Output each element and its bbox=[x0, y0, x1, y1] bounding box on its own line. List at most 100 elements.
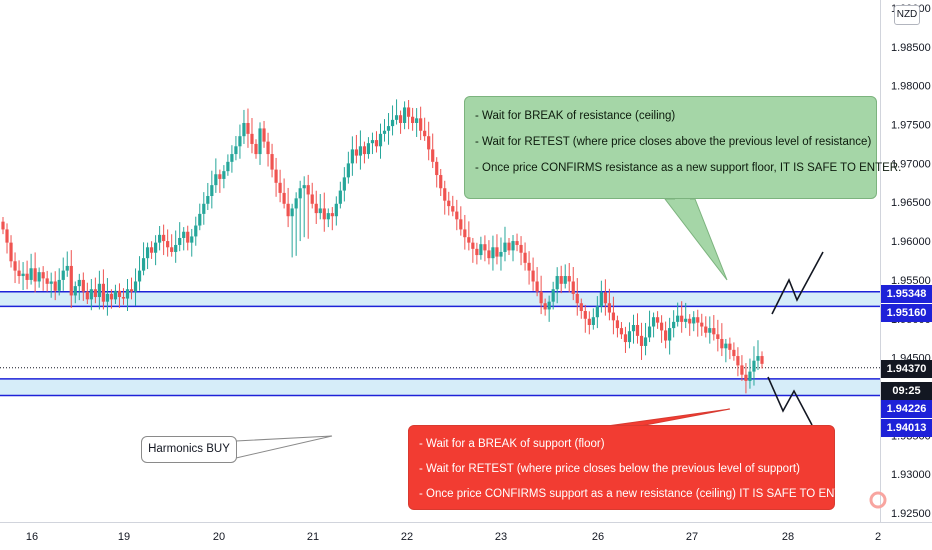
candle-body bbox=[555, 276, 559, 290]
candle bbox=[398, 110, 403, 134]
candle-body bbox=[49, 281, 53, 284]
candle bbox=[149, 241, 154, 259]
candle-body bbox=[282, 192, 286, 204]
s-bottom-price-label: 1.94013 bbox=[881, 419, 932, 437]
candle-body bbox=[378, 133, 383, 147]
candle bbox=[551, 281, 555, 310]
candle-body bbox=[230, 154, 234, 162]
candle bbox=[475, 242, 479, 265]
candle bbox=[479, 236, 483, 260]
r-bottom-price-label: 1.95160 bbox=[881, 304, 932, 322]
candle bbox=[334, 196, 338, 226]
candle-body bbox=[700, 322, 704, 327]
candle-body bbox=[402, 107, 407, 123]
candle-body bbox=[411, 116, 415, 123]
support-callout[interactable]: - Wait for a BREAK of support (floor) - … bbox=[408, 425, 861, 510]
candle-body bbox=[294, 198, 298, 209]
candle bbox=[643, 322, 648, 356]
candle-body bbox=[286, 203, 290, 217]
candle-body bbox=[447, 200, 451, 207]
x-tick-label: 2 bbox=[875, 531, 881, 543]
candle bbox=[487, 240, 491, 265]
candle-body bbox=[559, 276, 563, 284]
candle-body bbox=[302, 185, 306, 189]
candle-body bbox=[13, 261, 17, 271]
tv-logo-icon bbox=[869, 491, 887, 509]
candle-body bbox=[567, 276, 571, 282]
candle-body bbox=[483, 244, 487, 251]
candle bbox=[378, 123, 383, 159]
candle bbox=[41, 266, 45, 291]
candle bbox=[85, 282, 89, 305]
x-tick-label: 26 bbox=[592, 531, 604, 543]
candle-body bbox=[334, 203, 338, 217]
candle-body bbox=[242, 122, 246, 137]
candle-body bbox=[5, 229, 9, 243]
candle-body bbox=[439, 175, 443, 189]
candle bbox=[595, 296, 599, 329]
candle bbox=[158, 226, 162, 251]
candle bbox=[53, 271, 57, 301]
candle-body bbox=[166, 241, 170, 248]
candle-body bbox=[495, 247, 499, 257]
candle-body bbox=[61, 270, 65, 280]
candle bbox=[129, 277, 134, 300]
candle-body bbox=[704, 326, 708, 333]
candle-body bbox=[668, 328, 672, 341]
candle-body bbox=[499, 251, 503, 257]
candle-body bbox=[503, 242, 507, 252]
candle bbox=[182, 227, 186, 251]
candle-body bbox=[250, 133, 254, 144]
support-line-2: - Wait for RETEST (where price closes be… bbox=[419, 463, 800, 475]
candle-body bbox=[306, 185, 310, 195]
candle-body bbox=[25, 273, 29, 280]
candle bbox=[511, 235, 515, 262]
candle bbox=[728, 337, 732, 360]
candle-body bbox=[101, 283, 105, 302]
candle bbox=[338, 181, 342, 209]
candle bbox=[471, 237, 475, 263]
candle-body bbox=[435, 161, 439, 176]
candle-body bbox=[523, 252, 527, 263]
resistance-line-2: - Wait for RETEST (where price closes ab… bbox=[475, 136, 872, 148]
resistance-callout[interactable]: - Wait for BREAK of resistance (ceiling)… bbox=[464, 96, 901, 199]
currency-badge[interactable]: NZD bbox=[894, 5, 920, 25]
candle-body bbox=[21, 273, 25, 277]
candle bbox=[73, 281, 77, 304]
candle-body bbox=[591, 317, 595, 325]
candle bbox=[732, 342, 736, 361]
candle bbox=[230, 145, 234, 173]
candle-body bbox=[137, 270, 142, 282]
candle bbox=[290, 203, 294, 258]
x-tick-label: 28 bbox=[782, 531, 794, 543]
harmonics-note[interactable]: Harmonics BUY bbox=[141, 436, 237, 463]
candle-body bbox=[672, 321, 676, 329]
candle-body bbox=[398, 115, 403, 123]
candle-body bbox=[310, 194, 314, 204]
candle-body bbox=[716, 334, 720, 339]
candle bbox=[708, 316, 712, 344]
candle bbox=[354, 134, 358, 164]
x-tick-label: 20 bbox=[213, 531, 225, 543]
candle bbox=[346, 151, 350, 184]
candle-body bbox=[29, 268, 33, 280]
candle-body bbox=[631, 324, 636, 332]
candle bbox=[137, 256, 142, 291]
zones-layer bbox=[0, 290, 880, 397]
candle-body bbox=[655, 317, 660, 323]
candle-body bbox=[318, 208, 322, 214]
candle bbox=[322, 192, 326, 232]
candle bbox=[639, 322, 644, 360]
candle-body bbox=[362, 146, 367, 155]
candle-body bbox=[728, 343, 732, 350]
candle-body bbox=[660, 322, 664, 331]
candle-body bbox=[623, 334, 628, 343]
candle-body bbox=[133, 281, 138, 292]
candle-body bbox=[218, 174, 222, 179]
candle bbox=[13, 252, 17, 284]
candle-body bbox=[170, 247, 174, 252]
candle-body bbox=[607, 303, 611, 313]
candle bbox=[29, 253, 33, 285]
candle-body bbox=[563, 276, 567, 284]
candle-body bbox=[382, 130, 387, 134]
